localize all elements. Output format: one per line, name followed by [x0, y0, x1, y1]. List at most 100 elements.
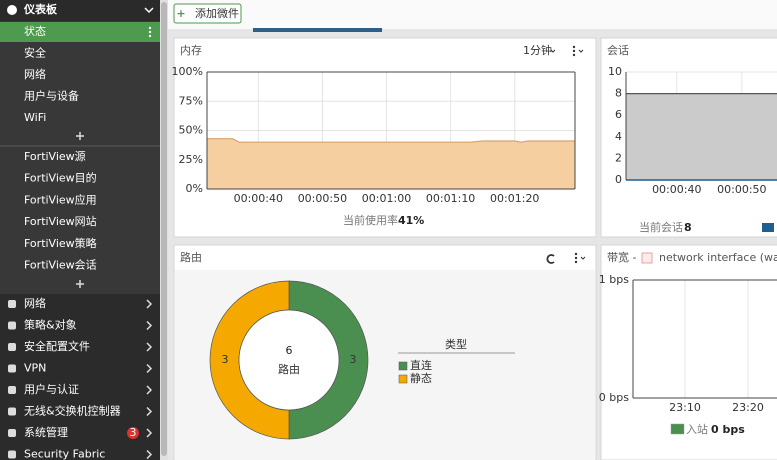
menu-dot[interactable]	[572, 45, 576, 49]
menu-dot[interactable]	[572, 49, 576, 53]
chevron	[146, 342, 153, 352]
footer-value: 0 bps	[711, 423, 745, 436]
toolbar	[168, 0, 777, 29]
sidebar-item[interactable]: FortiView应用	[24, 192, 97, 206]
chevron	[146, 299, 153, 309]
interface-icon	[641, 252, 653, 264]
footer-value: 8	[684, 221, 692, 234]
chevron	[146, 428, 153, 438]
menu-icon	[8, 407, 16, 416]
sidebar-item[interactable]: FortiView目的	[24, 171, 97, 185]
y-tick-label: 8	[615, 87, 622, 100]
interval-select[interactable]: 1分钟	[523, 43, 552, 57]
footer-label: 当前会话	[639, 220, 683, 234]
legend-title: 类型	[445, 337, 467, 351]
x-tick-label: 00:01:00	[362, 192, 411, 205]
y-tick-label: 1 bps	[599, 273, 629, 286]
caret	[578, 49, 584, 53]
y-tick-label: 50%	[179, 124, 203, 137]
sidebar-item[interactable]: 状态	[24, 24, 46, 38]
legend-swatch	[762, 223, 774, 232]
sidebar-item[interactable]: 用户与设备	[24, 89, 79, 103]
slice-label: 3	[222, 353, 229, 366]
menu-item[interactable]: Security Fabric	[24, 448, 105, 460]
menu-dot[interactable]	[574, 252, 578, 256]
chevron	[146, 406, 153, 417]
menu-item[interactable]: 策略&对象	[24, 318, 77, 332]
y-tick-label: 100%	[172, 65, 203, 78]
menu-item[interactable]: 网络	[24, 296, 46, 310]
menu-item[interactable]: 无线&交换机控制器	[24, 404, 121, 418]
y-tick-label: 0	[615, 173, 622, 186]
chevron	[146, 320, 153, 331]
x-tick-label: 00:00:50	[717, 183, 766, 196]
sidebar-item[interactable]: FortiView策略	[24, 236, 97, 250]
scrollbar-thumb[interactable]	[161, 2, 167, 456]
menu-icon	[8, 364, 16, 373]
menu-icon	[8, 450, 16, 459]
chevron	[146, 363, 153, 374]
refresh-icon[interactable]	[546, 254, 555, 264]
menu-icon	[8, 429, 16, 437]
y-tick-label: 6	[615, 108, 622, 121]
menu-dot[interactable]	[572, 53, 576, 57]
sidebar-item[interactable]: FortiView网站	[24, 214, 97, 228]
menu-dot[interactable]	[574, 256, 578, 260]
menu-dot[interactable]	[574, 260, 578, 264]
menu-item[interactable]: 安全配置文件	[24, 339, 90, 353]
interface-name: network interface (wa	[659, 251, 777, 264]
x-tick-label: 00:01:20	[490, 192, 539, 205]
tab-indicator	[253, 28, 382, 32]
badge	[127, 427, 139, 439]
chevron	[146, 385, 153, 395]
y-tick-label: 0 bps	[599, 391, 629, 404]
legend-label: 入站	[686, 422, 708, 436]
donut-total: 6	[286, 344, 293, 357]
footer-label: 当前使用率	[343, 213, 398, 227]
dashboard-icon	[7, 5, 17, 15]
widget-title: 带宽 -	[607, 250, 636, 264]
footer-value: 41%	[398, 214, 424, 227]
sidebar-item[interactable]: WiFi	[24, 111, 46, 124]
menu-item[interactable]: 系统管理	[24, 425, 68, 439]
caret	[550, 49, 556, 53]
menu-icon	[8, 321, 16, 330]
menu-item[interactable]: 用户与认证	[24, 382, 79, 396]
legend-swatch	[670, 423, 685, 435]
sidebar-item[interactable]: FortiView会话	[24, 259, 97, 272]
widget-title: 内存	[180, 43, 202, 57]
x-tick-label: 23:10	[669, 401, 701, 414]
add-widget-button[interactable]	[173, 3, 242, 24]
menu-icon	[8, 343, 16, 351]
widget-panel	[173, 37, 597, 238]
donut-hole	[238, 309, 340, 411]
legend-swatch	[398, 361, 408, 371]
badge-count: 3	[130, 426, 137, 439]
y-tick-label: 4	[615, 130, 622, 143]
add-widget-label[interactable]: 添加微件	[195, 6, 239, 20]
slice-label: 3	[350, 353, 357, 366]
y-tick-label: 10	[608, 65, 622, 78]
donut-center-label: 路由	[278, 362, 300, 376]
menu-item[interactable]: VPN	[24, 362, 46, 375]
area-fill	[207, 138, 575, 189]
y-tick-label: 25%	[179, 153, 203, 166]
sidebar-item[interactable]: 安全	[24, 46, 46, 60]
x-tick-label: 00:00:50	[298, 192, 347, 205]
legend-swatch	[398, 374, 408, 384]
caret	[580, 256, 586, 260]
y-tick-label: 0%	[186, 182, 203, 195]
chevron	[144, 7, 154, 14]
legend-label: 直连	[410, 358, 432, 372]
sidebar-header-label[interactable]: 仪表板	[23, 2, 58, 16]
sidebar-item[interactable]: FortiView源	[24, 149, 86, 163]
kebab-dot	[148, 30, 152, 34]
chevron	[146, 449, 153, 460]
sidebar-item[interactable]: 网络	[24, 67, 46, 81]
x-tick-label: 00:00:40	[652, 183, 701, 196]
legend-label: 静态	[410, 371, 432, 385]
menu-icon	[8, 386, 16, 394]
x-tick-label: 00:01:10	[426, 192, 475, 205]
sidebar-header	[0, 0, 160, 21]
